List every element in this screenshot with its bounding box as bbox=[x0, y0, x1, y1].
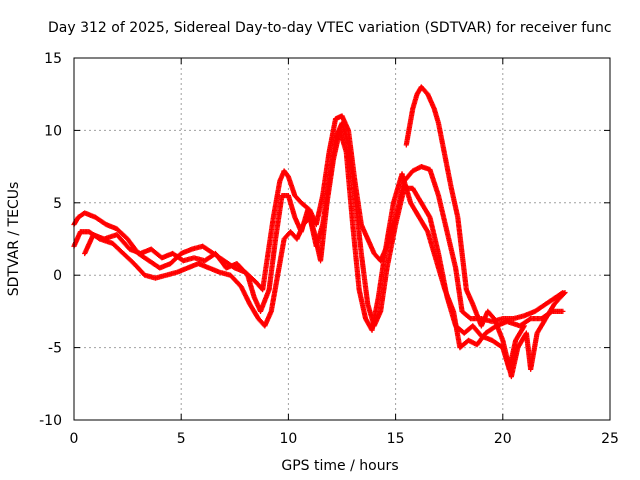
data-series bbox=[71, 84, 568, 380]
series-track-d bbox=[403, 84, 568, 380]
y-tick-label: 5 bbox=[53, 196, 62, 212]
y-tick-label: -10 bbox=[39, 413, 62, 429]
plot-frame bbox=[73, 57, 611, 421]
y-axis-label: SDTVAR / TECUs bbox=[6, 182, 22, 297]
data-point bbox=[562, 289, 568, 296]
y-tick-label: 0 bbox=[53, 268, 62, 284]
x-axis-label: GPS time / hours bbox=[281, 458, 398, 474]
data-point bbox=[527, 316, 533, 322]
y-tick-labels: -10 -5 0 5 10 15 bbox=[39, 51, 62, 429]
y-tick-label: 15 bbox=[44, 51, 62, 67]
grid-lines bbox=[74, 58, 610, 420]
x-tick-labels: 0 5 10 15 20 25 bbox=[70, 431, 619, 447]
x-tick-label: 10 bbox=[279, 431, 297, 447]
data-point bbox=[561, 290, 567, 297]
data-point bbox=[560, 308, 566, 314]
chart-title: Day 312 of 2025, Sidereal Day-to-day VTE… bbox=[48, 20, 612, 36]
x-tick-label: 5 bbox=[177, 431, 186, 447]
x-tick-label: 0 bbox=[70, 431, 79, 447]
x-tick-label: 15 bbox=[387, 431, 405, 447]
y-tick-label: 10 bbox=[44, 123, 62, 139]
x-tick-label: 20 bbox=[494, 431, 512, 447]
y-tick-label: -5 bbox=[48, 341, 62, 357]
series-track-a bbox=[71, 113, 566, 325]
x-tick-label: 25 bbox=[601, 431, 619, 447]
axis-ticks bbox=[73, 57, 611, 421]
series-track-c bbox=[82, 127, 566, 351]
